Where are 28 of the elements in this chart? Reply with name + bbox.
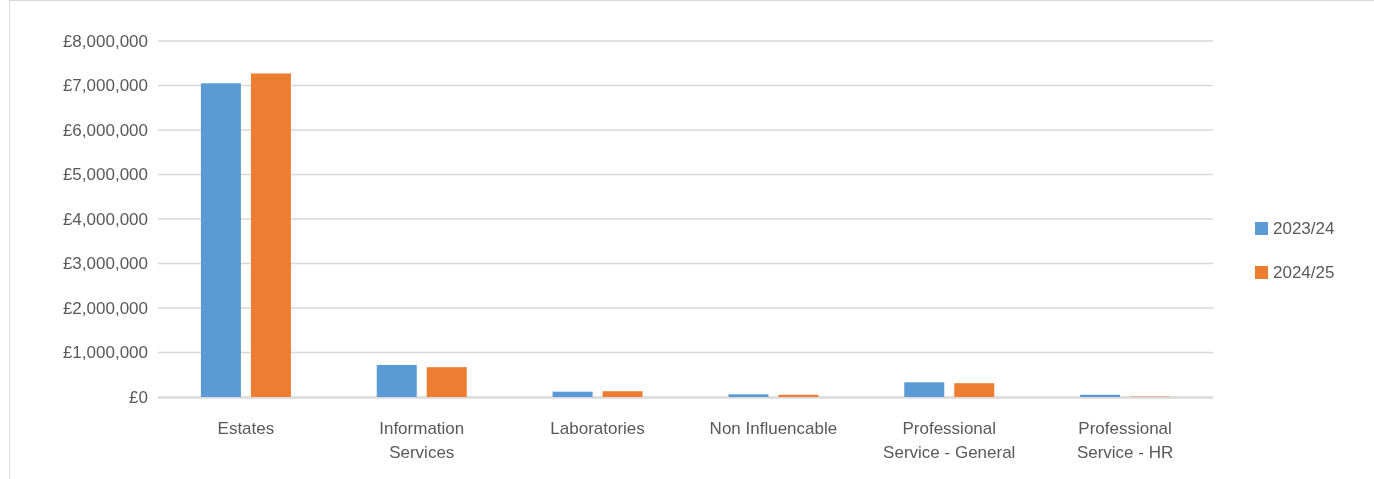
bar — [552, 391, 593, 397]
y-tick-label: £8,000,000 — [62, 31, 148, 51]
bar — [728, 394, 769, 397]
y-tick-label: £3,000,000 — [62, 254, 148, 274]
bar — [376, 364, 417, 397]
bar — [250, 73, 291, 397]
bar — [200, 83, 241, 397]
bar — [778, 394, 819, 397]
x-tick-label: Information Services — [379, 419, 465, 462]
y-tick-label: £6,000,000 — [62, 120, 148, 140]
x-tick-label: Professional Service - HR — [1076, 419, 1174, 462]
bar — [954, 383, 995, 397]
x-tick-label: Estates — [217, 419, 275, 438]
y-tick-label: £2,000,000 — [62, 298, 148, 318]
bar — [1080, 394, 1121, 397]
bar — [426, 367, 467, 397]
y-tick-label: £4,000,000 — [62, 209, 148, 229]
y-tick-label: £7,000,000 — [62, 76, 148, 96]
legend-label: 2024/25 — [1273, 262, 1335, 282]
y-tick-label: £5,000,000 — [62, 165, 148, 185]
bar — [602, 391, 643, 397]
y-tick-label: £1,000,000 — [62, 343, 148, 363]
x-tick-label: Laboratories — [550, 419, 645, 438]
legend-label: 2023/24 — [1273, 218, 1335, 238]
bar — [904, 382, 945, 397]
y-tick-label: £0 — [129, 387, 148, 407]
x-tick-label: Non Influencable — [709, 419, 838, 438]
x-tick-label: Professional Service - General — [883, 419, 1016, 462]
